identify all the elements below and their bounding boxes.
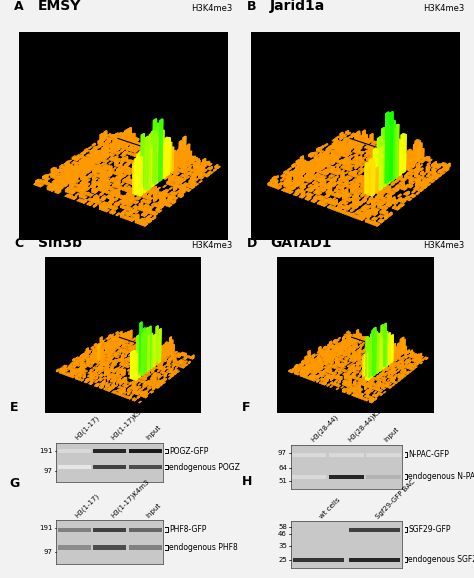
- Bar: [292, 475, 327, 479]
- Text: H3K4me3: H3K4me3: [191, 4, 232, 13]
- Text: H3: H3: [47, 108, 60, 117]
- Text: EMSY: EMSY: [38, 0, 82, 13]
- Text: endogenous POGZ: endogenous POGZ: [169, 462, 240, 472]
- Text: 35: 35: [278, 543, 287, 549]
- Text: H3K4me3: H3K4me3: [423, 4, 465, 13]
- Text: B: B: [246, 1, 256, 13]
- Text: 97: 97: [44, 468, 53, 474]
- Bar: [329, 453, 364, 457]
- Bar: [58, 450, 91, 453]
- Text: H: H: [242, 476, 252, 488]
- Text: H3(28-44)K36m3: H3(28-44)K36m3: [346, 397, 393, 443]
- Bar: [293, 558, 344, 562]
- Text: D: D: [246, 238, 257, 250]
- Bar: [349, 558, 400, 562]
- Bar: [93, 465, 126, 469]
- Bar: [129, 450, 162, 453]
- Bar: [349, 528, 400, 532]
- Text: A: A: [14, 1, 24, 13]
- Text: 64: 64: [278, 465, 287, 470]
- Bar: [129, 528, 162, 532]
- Bar: [93, 528, 126, 532]
- Text: Input: Input: [383, 427, 401, 443]
- Text: endogenous N-PAC: endogenous N-PAC: [408, 472, 474, 481]
- Text: 97: 97: [278, 450, 287, 456]
- Bar: [292, 453, 327, 457]
- Text: C: C: [14, 238, 23, 250]
- Text: H3(1-17)K9m3: H3(1-17)K9m3: [110, 400, 151, 441]
- Text: Jarid1a: Jarid1a: [270, 0, 326, 13]
- Text: POGZ-GFP: POGZ-GFP: [169, 447, 209, 456]
- Bar: [58, 528, 91, 532]
- Text: 46: 46: [278, 531, 287, 538]
- Bar: [366, 453, 401, 457]
- Text: 51: 51: [278, 478, 287, 484]
- Bar: [58, 545, 91, 550]
- Bar: [58, 465, 91, 469]
- Text: 58: 58: [278, 524, 287, 530]
- Text: endogenous PHF8: endogenous PHF8: [169, 543, 238, 552]
- Text: endogenous SGF29: endogenous SGF29: [408, 555, 474, 564]
- Text: N-PAC-GFP: N-PAC-GFP: [408, 450, 449, 459]
- Text: 25: 25: [278, 557, 287, 563]
- Text: wt cells: wt cells: [319, 497, 342, 520]
- Text: H3(28-44): H3(28-44): [310, 414, 339, 443]
- Text: 97: 97: [44, 549, 53, 555]
- Text: H3(1-17): H3(1-17): [74, 414, 101, 441]
- Bar: [129, 545, 162, 550]
- Text: SGF29-GFP: SGF29-GFP: [408, 525, 451, 534]
- Text: H3K4me3: H3K4me3: [423, 241, 465, 250]
- Text: H3: H3: [280, 315, 292, 324]
- Bar: [93, 450, 126, 453]
- Bar: [93, 545, 126, 550]
- Bar: [329, 475, 364, 479]
- Bar: [129, 465, 162, 469]
- Text: H3: H3: [280, 108, 292, 117]
- Text: 191: 191: [39, 449, 53, 454]
- Text: GATAD1: GATAD1: [270, 236, 332, 250]
- Text: Sgf29-GFP BAC: Sgf29-GFP BAC: [374, 478, 416, 520]
- Text: Input: Input: [145, 424, 162, 441]
- Text: H3: H3: [47, 315, 60, 324]
- Text: H3(1-17)K4m3: H3(1-17)K4m3: [110, 477, 151, 518]
- Text: H3(1-17): H3(1-17): [74, 492, 101, 518]
- Text: F: F: [242, 402, 250, 414]
- Text: E: E: [9, 402, 18, 414]
- Text: H3K4me3: H3K4me3: [191, 241, 232, 250]
- Text: 191: 191: [39, 525, 53, 531]
- Bar: [366, 475, 401, 479]
- Text: PHF8-GFP: PHF8-GFP: [169, 525, 207, 534]
- Text: Sin3b: Sin3b: [38, 236, 82, 250]
- Text: G: G: [9, 477, 20, 490]
- Text: Input: Input: [145, 502, 162, 518]
